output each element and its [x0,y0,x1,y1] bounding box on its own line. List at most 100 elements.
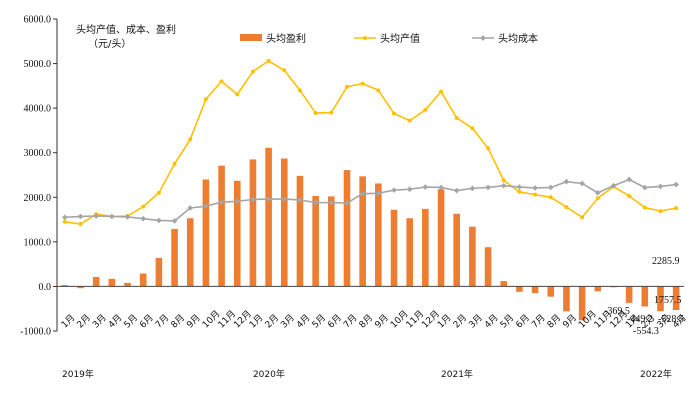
bar-profit [233,180,241,287]
x-tick-label: 3月 [467,312,485,330]
point-output-value [376,88,381,93]
x-axis: 1月2月3月4月5月6月7月8月9月10月11月12月1月2月3月4月5月6月7… [59,308,689,380]
bar-profit [249,159,257,287]
point-output-value [62,219,67,224]
bar-profit [547,286,555,297]
point-cost [626,176,632,183]
y-tick-label: -1000.0 [20,327,51,338]
bar-profit [124,282,131,287]
bar-profit [92,277,100,287]
bar-profit [202,179,210,287]
point-output-value [470,126,475,131]
x-tick-label: 6月 [514,312,532,330]
point-output-value [344,84,349,89]
legend-label: 头均产值 [380,32,420,45]
point-cost [344,200,350,206]
point-output-value [454,115,459,120]
point-cost [218,199,225,206]
y-axis: 6000.0 5000.0 4000.0 3000.0 2000.0 1000.0 0.0 -… [20,15,58,338]
x-tick-label: 7月 [529,312,547,330]
year-label: 2021年 [441,368,473,380]
point-cost [375,190,382,197]
bar-profit [594,286,602,292]
bar-profit [641,286,649,307]
point-cost [312,199,319,206]
point-output-value [282,68,287,73]
point-cost [203,203,209,210]
year-label: 2020年 [253,368,285,380]
y-tick-label: 0.0 [39,282,52,293]
bar-profit [343,170,351,287]
point-cost [265,196,272,202]
x-tick-label: 9月 [561,312,579,330]
bar-profit [280,158,288,287]
x-tick-label: 4月 [106,312,124,330]
bar-profit [422,208,429,287]
point-output-value [360,81,365,86]
point-cost [234,198,241,205]
bar-profit [469,226,476,287]
point-cost [657,183,664,190]
point-cost [438,184,444,191]
point-output-value [156,190,161,195]
x-tick-label: 8月 [169,312,187,330]
point-cost [140,215,147,222]
bar-profit [77,286,84,289]
point-cost [359,190,366,197]
point-cost [250,196,256,203]
bar-profit [61,285,69,287]
y-tick-label: 3000.0 [24,148,52,159]
point-cost [77,213,84,220]
point-cost [187,205,194,211]
point-cost [391,187,397,193]
bar-profit [578,286,586,321]
bar-profit [359,176,366,287]
point-output-value [642,205,647,210]
x-tick-label: 1月 [59,312,77,330]
y-tick-label: 5000.0 [24,59,52,70]
point-output-value [297,88,302,93]
bar-profit [108,278,116,287]
point-cost [532,185,538,191]
point-cost [594,190,601,196]
point-output-value [392,111,397,116]
point-output-value [329,110,334,115]
data-label: 1757.5 [654,295,682,306]
point-cost [610,182,617,189]
point-output-value [439,89,444,94]
bar-profit [531,286,539,294]
bar-profit [139,273,147,287]
legend-marker [480,35,486,41]
point-output-value [266,58,271,63]
y-tick-label: 6000.0 [24,15,52,26]
line-series [62,58,679,227]
year-label: 2022年 [640,368,672,380]
point-cost [579,180,585,187]
bar-profit [155,257,163,287]
bar-profit [312,195,319,287]
y-axis-label-line-1: 头均产值、成本、盈利 [76,23,176,36]
bar-profit [328,196,335,287]
point-output-value [658,209,663,214]
point-output-value [501,178,506,183]
point-output-value [188,137,193,142]
point-output-value [78,222,83,227]
point-output-value [172,161,177,166]
y-tick-label: 1000.0 [24,237,52,248]
bar-profit [265,147,272,287]
point-output-value [407,118,412,123]
point-cost [124,214,131,220]
x-tick-label: 4月 [294,312,312,330]
point-cost [673,181,679,188]
x-tick-label: 8月 [357,312,375,330]
y-tick-label: 4000.0 [24,104,52,115]
point-cost [406,186,413,193]
x-tick-label: 9月 [185,312,203,330]
bar-profit [657,286,664,312]
point-output-value [235,92,240,97]
point-cost [156,217,162,224]
point-output-value [627,193,632,198]
data-label: -554.3 [633,326,659,337]
